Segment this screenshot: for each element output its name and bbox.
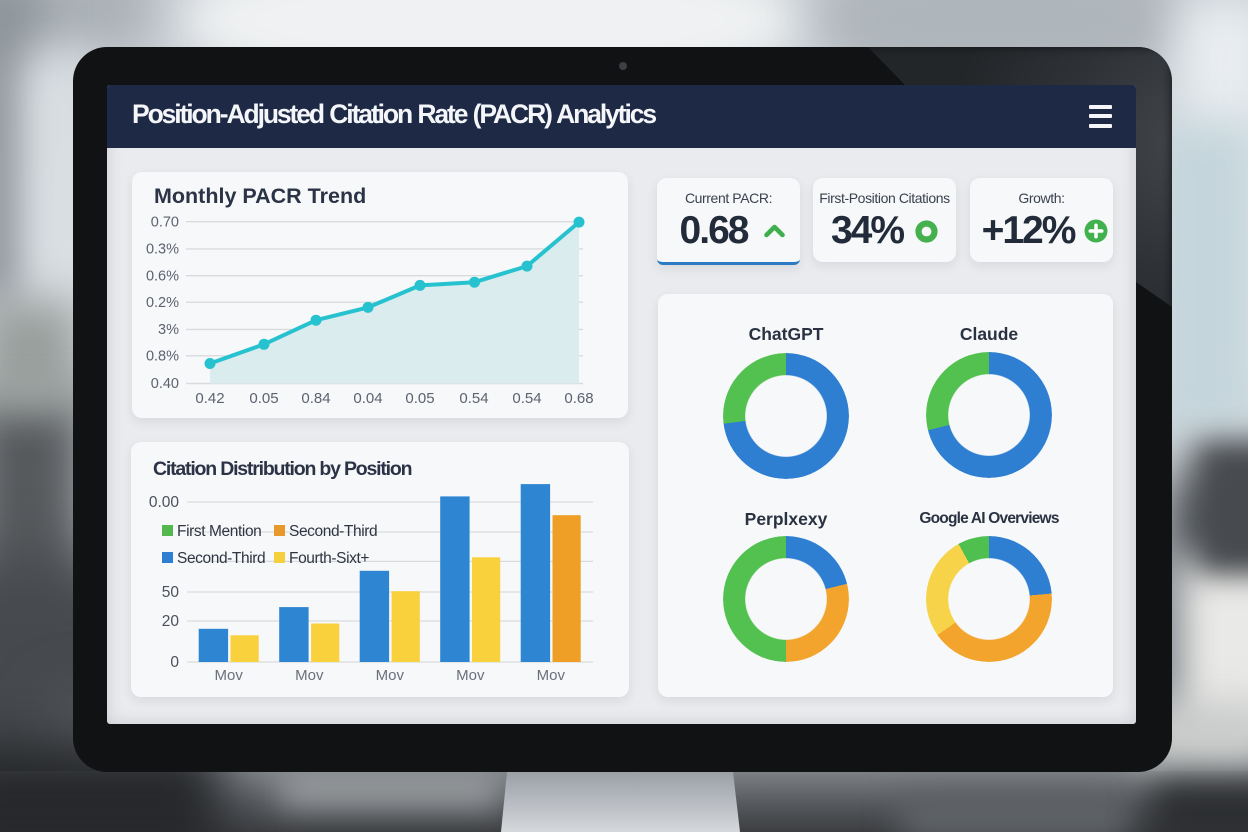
svg-text:0.6%: 0.6% [146, 269, 179, 285]
svg-text:0.68: 0.68 [564, 390, 593, 407]
svg-text:Mov: Mov [215, 667, 244, 684]
svg-text:Fourth-Sixt+: Fourth-Sixt+ [289, 550, 369, 567]
svg-text:0.04: 0.04 [353, 390, 382, 407]
svg-text:3%: 3% [158, 322, 179, 338]
svg-text:Citation Distribution by Posit: Citation Distribution by Position [153, 458, 412, 480]
svg-text:0.05: 0.05 [249, 390, 278, 407]
svg-text:0.8%: 0.8% [146, 349, 179, 365]
svg-text:Second-Third: Second-Third [177, 550, 265, 567]
svg-text:0.2%: 0.2% [146, 295, 179, 311]
svg-text:0.84: 0.84 [301, 390, 330, 407]
svg-text:Monthly PACR Trend: Monthly PACR Trend [154, 184, 366, 208]
svg-text:20: 20 [162, 613, 180, 630]
svg-text:Mov: Mov [376, 667, 405, 684]
svg-text:First Mention: First Mention [177, 523, 261, 540]
svg-text:50: 50 [162, 584, 180, 601]
svg-text:0.3%: 0.3% [146, 242, 179, 258]
svg-text:Second-Third: Second-Third [289, 523, 377, 540]
svg-text:Mov: Mov [456, 667, 485, 684]
svg-text:0.42: 0.42 [195, 390, 224, 407]
svg-text:0.54: 0.54 [512, 390, 541, 407]
svg-text:0.00: 0.00 [149, 494, 180, 511]
svg-text:0.54: 0.54 [459, 390, 488, 407]
svg-text:0: 0 [170, 654, 179, 671]
svg-text:Mov: Mov [295, 667, 324, 684]
svg-text:0.40: 0.40 [151, 376, 179, 392]
svg-text:Mov: Mov [537, 667, 566, 684]
svg-text:0.05: 0.05 [405, 390, 434, 407]
svg-text:0.70: 0.70 [151, 215, 179, 231]
